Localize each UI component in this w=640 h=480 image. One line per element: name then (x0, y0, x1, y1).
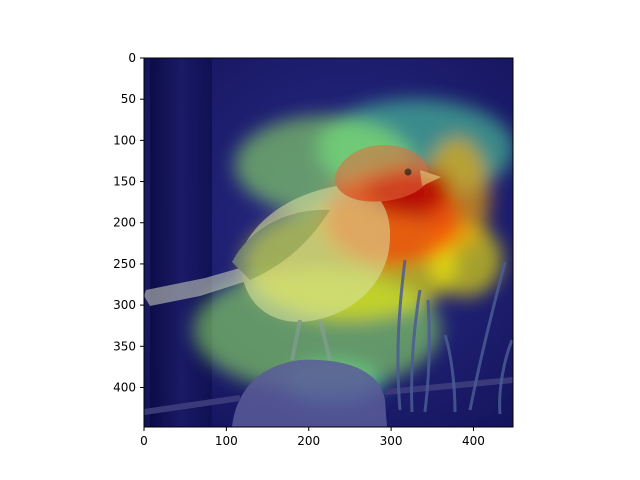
axes-frame (143, 57, 514, 428)
x-tick-label: 0 (140, 434, 148, 448)
bird-body (240, 185, 391, 322)
tree-trunk (150, 58, 212, 427)
y-axis: 0 50 100 150 200 250 300 350 400 (113, 51, 144, 394)
y-tick-label: 400 (113, 380, 136, 394)
bird-tail (144, 268, 250, 306)
y-tick-label: 200 (113, 216, 136, 230)
bird-beak (420, 170, 441, 186)
y-tick-label: 350 (113, 339, 136, 353)
grass-blades (396, 259, 513, 415)
bird-head (334, 144, 429, 202)
y-tick-label: 50 (121, 92, 136, 106)
y-tick-label: 300 (113, 298, 136, 312)
x-tick-label: 200 (297, 434, 320, 448)
x-tick-label: 400 (462, 434, 485, 448)
bird-wing (232, 209, 330, 280)
y-tick-label: 100 (113, 133, 136, 147)
rock (232, 359, 387, 427)
y-tick-label: 150 (113, 175, 136, 189)
bird-legs (290, 319, 332, 361)
x-axis: 0 100 200 300 400 (140, 427, 485, 448)
y-tick-label: 0 (128, 51, 136, 65)
bird-eye (404, 168, 412, 176)
y-tick-label: 250 (113, 257, 136, 271)
plot-area (144, 58, 513, 427)
bird-image (144, 144, 441, 361)
branch (144, 377, 513, 415)
x-tick-label: 100 (215, 434, 238, 448)
x-tick-label: 300 (380, 434, 403, 448)
